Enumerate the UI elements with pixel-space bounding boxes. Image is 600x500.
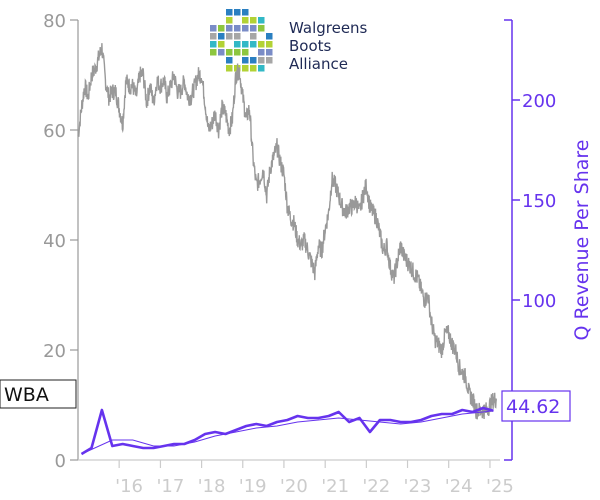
logo-tile <box>258 65 265 72</box>
right-axis-label: Q Revenue Per Share <box>571 140 593 341</box>
x-tick-label: '22 <box>362 476 390 497</box>
x-tick-label: '25 <box>486 476 514 497</box>
revenue-series <box>80 406 494 456</box>
logo-tile <box>218 33 225 40</box>
right-axis: 100 150 200 <box>504 19 556 461</box>
last-value-box: 44.62 <box>501 390 571 422</box>
ticker-label: WBA <box>4 384 49 406</box>
logo-tile <box>218 41 225 48</box>
left-tick-label: 0 <box>55 451 66 472</box>
price-line <box>77 43 497 420</box>
logo-line-1: Walgreens <box>289 19 368 37</box>
logo-tile <box>266 57 273 64</box>
logo-tile <box>226 17 233 24</box>
x-tick-label: '19 <box>239 476 267 497</box>
logo-tile <box>242 49 249 56</box>
logo-tile <box>234 25 241 32</box>
last-value-label: 44.62 <box>506 396 560 418</box>
x-tick-label: '23 <box>404 476 432 497</box>
logo-tile <box>266 33 273 40</box>
logo-tile <box>226 9 233 16</box>
left-axis: 0 20 40 60 80 <box>43 11 79 472</box>
logo-tile <box>250 17 257 24</box>
logo-tile <box>258 25 265 32</box>
logo-tile <box>218 49 225 56</box>
left-tick-label: 80 <box>43 11 66 32</box>
logo-tile <box>234 9 241 16</box>
logo-tile <box>242 65 249 72</box>
x-tick-label: '17 <box>156 476 184 497</box>
price-series <box>77 43 497 420</box>
logo-tile <box>210 25 217 32</box>
logo-tile <box>226 57 233 64</box>
logo-line-3: Alliance <box>289 55 348 73</box>
logo-tile <box>250 33 257 40</box>
logo-tile <box>250 57 257 64</box>
logo-tile <box>266 41 273 48</box>
logo-tile <box>242 17 249 24</box>
company-logo: Walgreens Boots Alliance <box>210 9 368 73</box>
logo-tile <box>250 25 257 32</box>
logo-tile <box>234 49 241 56</box>
logo-tile <box>258 57 265 64</box>
revenue-line <box>80 406 494 456</box>
left-tick-label: 60 <box>43 121 66 142</box>
logo-tile <box>250 65 257 72</box>
x-tick-label: '18 <box>198 476 226 497</box>
logo-mosaic-icon <box>210 9 273 72</box>
x-tick-label: '24 <box>445 476 473 497</box>
right-tick-label: 200 <box>522 91 556 112</box>
left-tick-label: 20 <box>43 341 66 362</box>
x-axis: '16 '17 '18 '19 '20 '21 '22 '23 '24 '25 <box>78 459 514 497</box>
x-tick-label: '16 <box>115 476 143 497</box>
x-tick-label: '20 <box>280 476 308 497</box>
logo-tile <box>226 49 233 56</box>
logo-tile <box>242 41 249 48</box>
right-tick-label: 150 <box>522 191 556 212</box>
logo-tile <box>226 25 233 32</box>
logo-tile <box>266 49 273 56</box>
logo-tile <box>210 41 217 48</box>
logo-tile <box>258 41 265 48</box>
logo-tile <box>258 17 265 24</box>
logo-tile <box>250 41 257 48</box>
logo-tile <box>226 65 233 72</box>
logo-tile <box>234 41 241 48</box>
logo-tile <box>242 9 249 16</box>
logo-tile <box>226 33 233 40</box>
x-tick-label: '21 <box>321 476 349 497</box>
logo-line-2: Boots <box>289 37 332 55</box>
logo-tile <box>258 49 265 56</box>
logo-tile <box>242 25 249 32</box>
logo-tile <box>218 25 225 32</box>
right-tick-label: 100 <box>522 291 556 312</box>
ticker-box: WBA <box>0 379 77 409</box>
logo-tile <box>210 49 217 56</box>
logo-tile <box>234 33 241 40</box>
logo-tile <box>210 33 217 40</box>
logo-tile <box>242 57 249 64</box>
left-tick-label: 40 <box>43 231 66 252</box>
